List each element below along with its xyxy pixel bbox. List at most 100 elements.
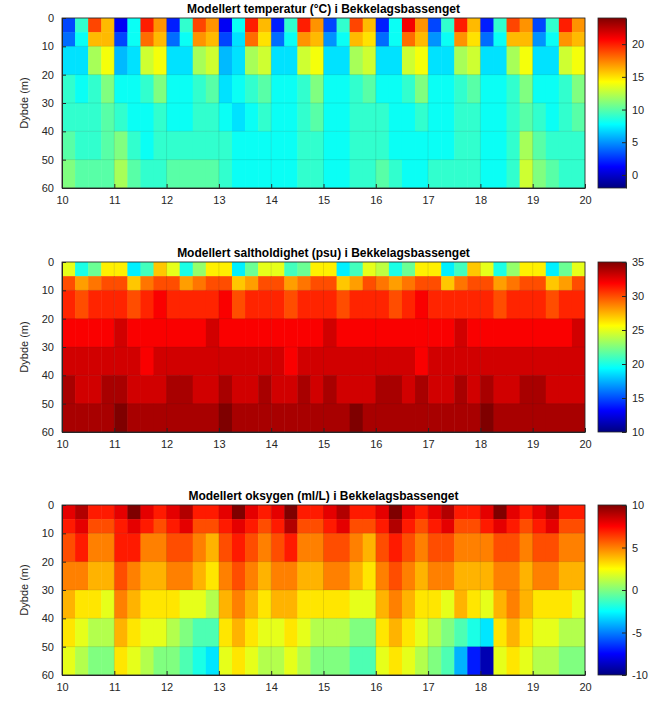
cell xyxy=(88,347,102,376)
cell xyxy=(101,590,115,619)
cell xyxy=(363,375,377,404)
cell xyxy=(219,319,233,348)
cell xyxy=(127,375,141,404)
cell xyxy=(480,590,494,619)
cell xyxy=(376,562,390,591)
cell xyxy=(376,505,390,520)
cell xyxy=(546,347,560,376)
cell xyxy=(546,32,560,47)
tick: 20 xyxy=(579,184,591,206)
y-axis-title: Dybde (m) xyxy=(18,564,30,615)
tick-label: 20 xyxy=(579,438,591,450)
tick-mark xyxy=(62,647,66,648)
cell xyxy=(154,618,168,647)
cell xyxy=(154,18,168,33)
cell xyxy=(546,46,560,75)
cell xyxy=(350,131,364,160)
cell xyxy=(533,75,547,104)
cell xyxy=(232,590,246,619)
cell xyxy=(441,160,455,188)
tick-mark xyxy=(62,188,66,189)
cell xyxy=(402,46,416,75)
cell xyxy=(88,375,102,404)
cell xyxy=(167,647,181,675)
cell xyxy=(75,618,89,647)
cell xyxy=(546,533,560,562)
tick: 30 xyxy=(42,584,66,596)
tick: 17 xyxy=(422,428,434,450)
cell xyxy=(428,347,442,376)
cell xyxy=(428,103,442,132)
cells xyxy=(62,262,585,432)
cell xyxy=(140,347,154,376)
cells xyxy=(62,505,585,675)
cell xyxy=(507,533,521,562)
tick-label: 30 xyxy=(632,290,644,302)
cell xyxy=(376,18,390,33)
cell xyxy=(271,505,285,520)
tick-label: 13 xyxy=(213,438,225,450)
cell xyxy=(337,290,351,319)
cell xyxy=(520,46,534,75)
cell xyxy=(297,505,311,520)
cell xyxy=(467,347,481,376)
cell xyxy=(140,505,154,520)
cell xyxy=(441,262,455,277)
cell xyxy=(258,276,272,291)
cell xyxy=(376,131,390,160)
cell xyxy=(572,103,585,132)
cell xyxy=(337,533,351,562)
cell xyxy=(114,103,128,132)
cell xyxy=(232,347,246,376)
cell xyxy=(114,590,128,619)
cell xyxy=(232,262,246,277)
cell xyxy=(428,647,442,675)
cell xyxy=(101,319,115,348)
cell xyxy=(363,505,377,520)
cell xyxy=(140,103,154,132)
tick-mark xyxy=(62,675,66,676)
cell xyxy=(428,533,442,562)
cell xyxy=(219,290,233,319)
cell xyxy=(297,647,311,675)
tick-label: 50 xyxy=(42,398,54,410)
colorbar-axis: -10-50510 xyxy=(622,499,648,681)
cell xyxy=(258,347,272,376)
cell xyxy=(363,562,377,591)
cell xyxy=(337,276,351,291)
cell xyxy=(245,375,259,404)
cell xyxy=(310,590,324,619)
cell xyxy=(62,590,76,619)
tick-mark xyxy=(114,184,115,188)
cell xyxy=(572,160,585,188)
tick: 11 xyxy=(109,671,120,693)
cell xyxy=(114,505,128,520)
cell xyxy=(363,347,377,376)
cell xyxy=(193,319,207,348)
cell xyxy=(533,519,547,534)
cell xyxy=(140,590,154,619)
cell xyxy=(310,276,324,291)
cell xyxy=(245,647,259,675)
cell xyxy=(428,590,442,619)
cell xyxy=(533,131,547,160)
tick-label: 11 xyxy=(109,681,120,693)
cell xyxy=(520,519,534,534)
tick-label: 15 xyxy=(632,392,644,404)
cell xyxy=(480,32,494,47)
cell xyxy=(154,319,168,348)
cell xyxy=(101,160,115,188)
cell xyxy=(297,533,311,562)
cell xyxy=(363,533,377,562)
cell xyxy=(154,160,168,188)
cell xyxy=(454,103,468,132)
cell xyxy=(310,32,324,47)
cell xyxy=(140,32,154,47)
cell xyxy=(572,505,585,520)
tick: 60 xyxy=(42,669,66,681)
cell xyxy=(258,647,272,675)
tick-label: 10 xyxy=(56,438,68,450)
cell xyxy=(114,347,128,376)
cell xyxy=(62,103,76,132)
cell xyxy=(180,618,194,647)
